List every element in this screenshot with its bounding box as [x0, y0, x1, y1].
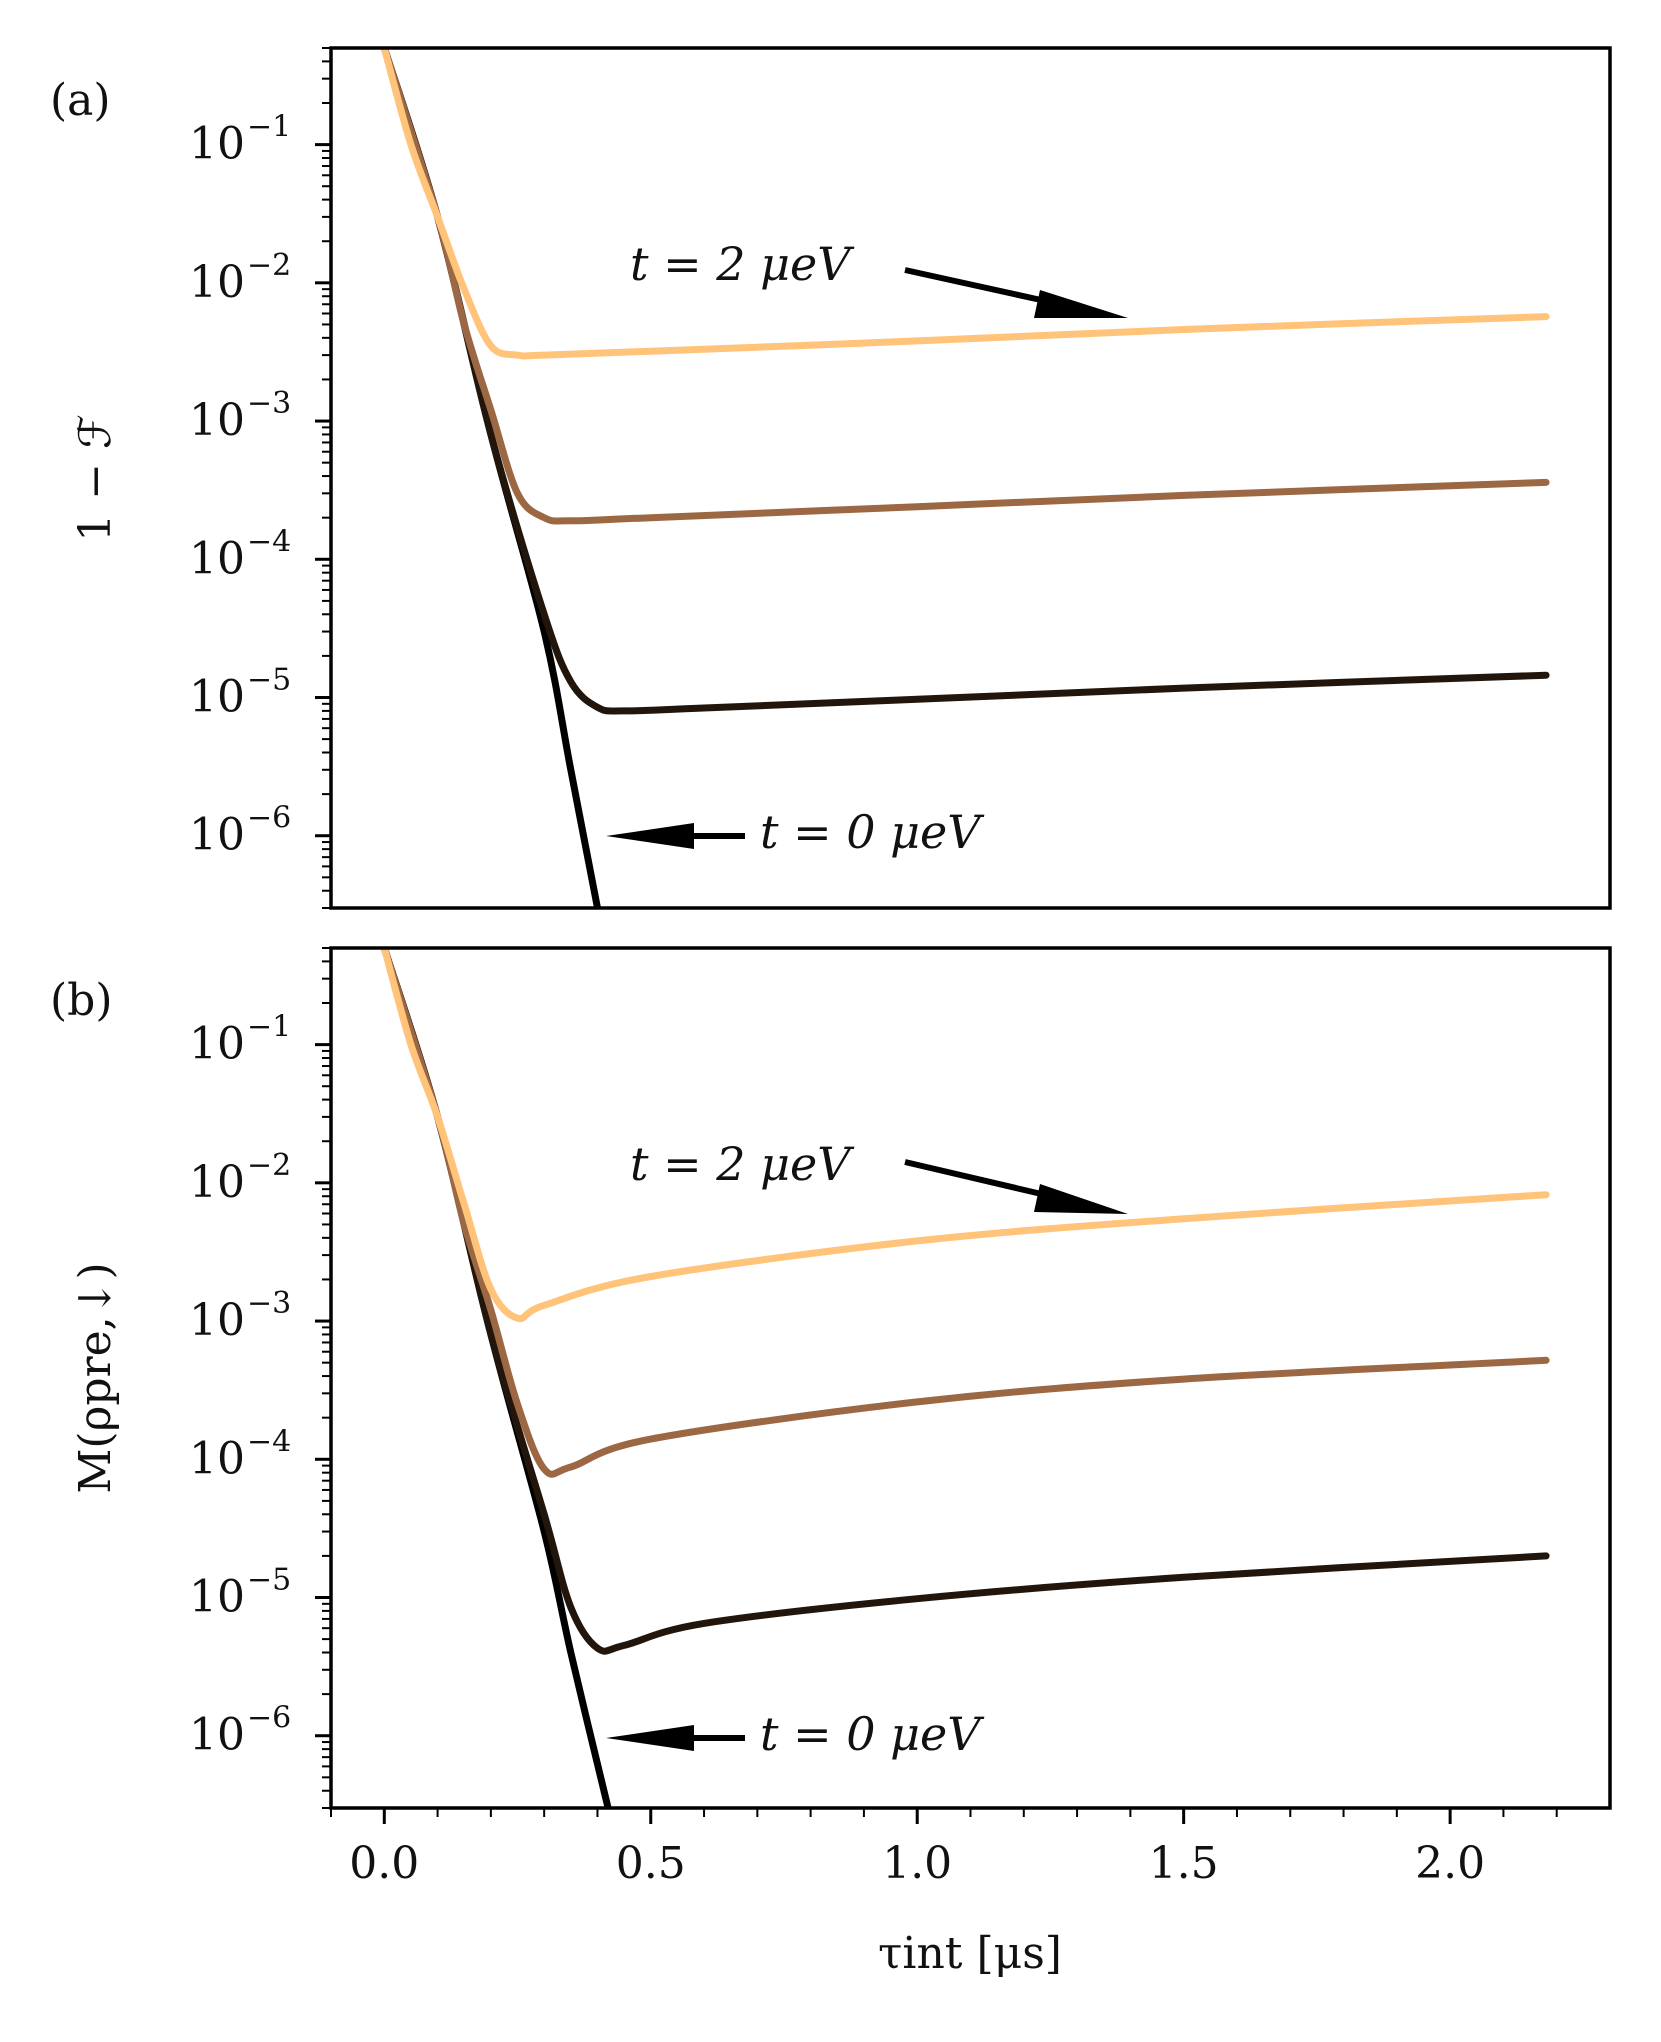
y-tick-label-exponent: −6 — [247, 1701, 291, 1736]
arrow-head-t2-b — [1034, 1184, 1128, 1214]
x-tick-label: 2.0 — [1415, 1838, 1485, 1889]
arrow-head-t0-b — [606, 1725, 694, 1751]
y-tick-label-exponent: −3 — [247, 1286, 291, 1321]
x-tick-label: 1.5 — [1149, 1838, 1219, 1889]
y-tick-label-base: 10 — [189, 1019, 245, 1070]
series-line-0 — [380, 48, 601, 908]
y-ticks-a: 10−610−510−410−310−210−1 — [189, 47, 331, 909]
annotation-t2-b: t = 2 μeV — [630, 1137, 1128, 1214]
y-tick-label-base: 10 — [189, 119, 245, 170]
arrow-head-t0-a — [606, 823, 694, 849]
series-group-a — [380, 48, 1550, 908]
panel-b: (b) M(ρpre,↓) 10−610−510−410−310−210−1 0… — [50, 946, 1612, 1979]
y-tick-label-base: 10 — [189, 1157, 245, 1208]
plot-frame-a — [329, 46, 1612, 910]
annotation-text-t2-a: t = 2 μeV — [630, 237, 855, 291]
y-tick-label-base: 10 — [189, 810, 245, 861]
annotation-text-t0-a: t = 0 μeV — [760, 805, 985, 859]
panel-label-a: (a) — [50, 75, 111, 126]
panel-a: (a) 1 − ℱ 10−610−510−410−310−210−1 t = 2… — [50, 46, 1612, 910]
panel-label-b: (b) — [50, 975, 113, 1026]
y-axis-title-b: M(ρpre,↓) — [70, 1262, 121, 1493]
y-tick-label-base: 10 — [189, 1572, 245, 1623]
y-tick-label-exponent: −1 — [247, 1010, 291, 1045]
y-tick-label-exponent: −4 — [247, 1424, 291, 1459]
y-tick-label-exponent: −5 — [247, 1563, 291, 1598]
series-line-2 — [380, 948, 1550, 1478]
arrow-shaft-t2-b — [904, 1159, 1051, 1199]
annotation-t0-b: t = 0 μeV — [606, 1707, 985, 1761]
series-line-3 — [380, 48, 1550, 360]
series-group-b — [380, 948, 1550, 1808]
arrow-head-t2-a — [1034, 290, 1128, 318]
y-tick-label-exponent: −6 — [247, 801, 291, 836]
y-tick-label-exponent: −4 — [247, 524, 291, 559]
y-axis-title-a: 1 − ℱ — [70, 414, 121, 541]
x-tick-label: 1.0 — [882, 1838, 952, 1889]
annotation-text-t0-b: t = 0 μeV — [760, 1707, 985, 1761]
y-tick-label-exponent: −5 — [247, 663, 291, 698]
x-tick-label: 0.0 — [349, 1838, 419, 1889]
y-tick-label-base: 10 — [189, 533, 245, 584]
series-line-3 — [380, 948, 1550, 1323]
y-ticks-b: 10−610−510−410−310−210−1 — [189, 947, 331, 1809]
y-tick-label-base: 10 — [189, 1433, 245, 1484]
y-tick-label-exponent: −2 — [247, 248, 291, 283]
annotation-text-t2-b: t = 2 μeV — [630, 1137, 855, 1191]
y-tick-label-exponent: −2 — [247, 1148, 291, 1183]
annotation-t0-a: t = 0 μeV — [606, 805, 985, 859]
y-tick-label-base: 10 — [189, 1295, 245, 1346]
y-tick-label-base: 10 — [189, 1710, 245, 1761]
x-axis-title: τint [μs] — [878, 1928, 1062, 1979]
x-ticks-b: 0.0 0.5 1.0 1.5 2.0 — [330, 1808, 1558, 1889]
series-line-1 — [380, 48, 1550, 715]
y-tick-label-base: 10 — [189, 257, 245, 308]
y-tick-label-exponent: −1 — [247, 110, 291, 145]
y-tick-label-exponent: −3 — [247, 386, 291, 421]
y-tick-label-base: 10 — [189, 395, 245, 446]
y-tick-label-base: 10 — [189, 672, 245, 723]
x-tick-label: 0.5 — [616, 1838, 686, 1889]
arrow-shaft-t2-a — [904, 267, 1051, 305]
series-line-0 — [380, 948, 612, 1808]
annotation-t2-a: t = 2 μeV — [630, 237, 1128, 318]
plot-frame-b — [329, 946, 1612, 1810]
series-line-2 — [380, 48, 1550, 525]
